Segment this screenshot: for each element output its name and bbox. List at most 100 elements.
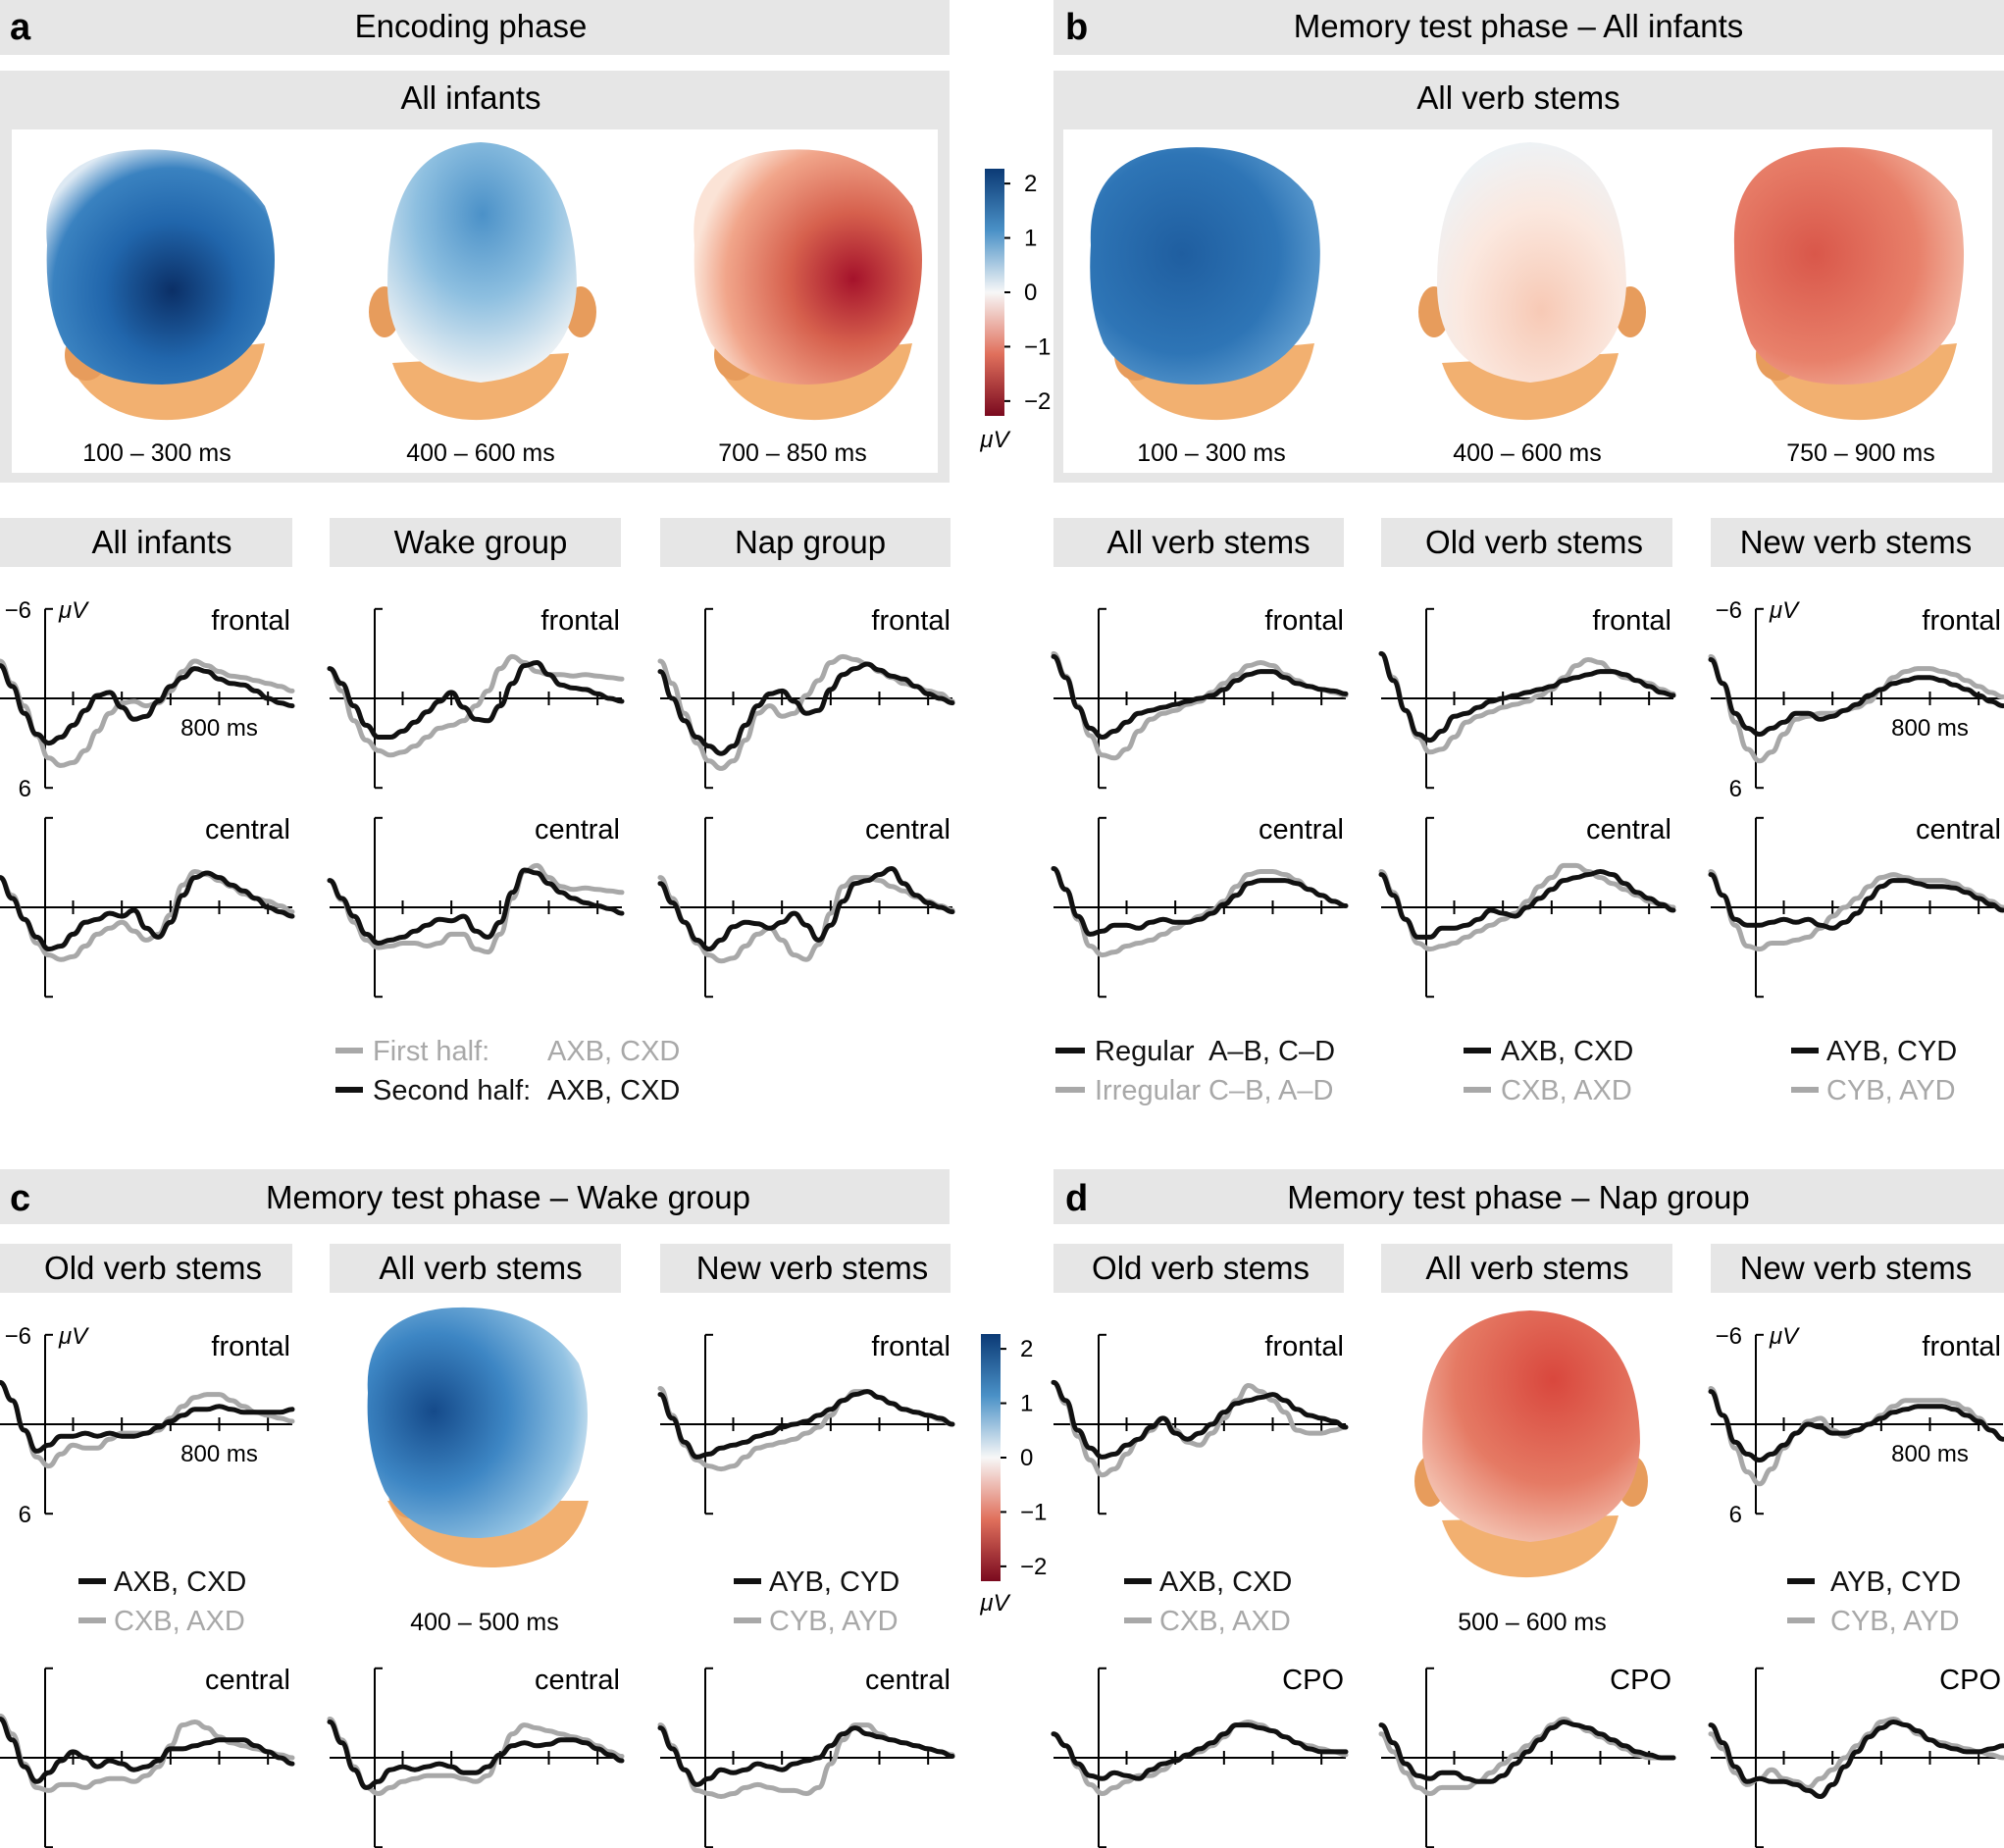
legend-d-new-2: CYB, AYD (1830, 1606, 1960, 1637)
erp-series-line (1051, 866, 1349, 958)
erp-site-label: frontal (871, 1331, 951, 1362)
erp-series-line (1378, 868, 1676, 940)
legend-a-first-value: AXB, CXD (547, 1036, 680, 1067)
erp-series-line (657, 865, 955, 952)
legend-c-old-1: AXB, CXD (114, 1566, 246, 1598)
erp-subplot-c-frontal: frontal (657, 1331, 955, 1515)
erp-site-label: frontal (871, 605, 951, 637)
erp-subplot-b-frontal: frontal −6 6 μV 800 ms (1708, 597, 2004, 802)
topo-c-window: 400 – 500 ms (410, 1609, 559, 1636)
erp-series-line (327, 659, 625, 741)
legend-a: First half: AXB, CXD Second half: AXB, C… (335, 1036, 680, 1106)
legend-c-new-1: AYB, CYD (769, 1566, 899, 1598)
panel-a-letter: a (10, 7, 31, 48)
erp-site-label: central (1586, 814, 1671, 846)
erp-site-label: central (865, 1665, 951, 1696)
erp-series-line (1708, 657, 2004, 738)
erp-subplot-c-central: central (327, 1665, 625, 1848)
erp-subplot-c-central: central (657, 1665, 955, 1848)
legend-d-new: AYB, CYD CYB, AYD (1787, 1566, 1961, 1637)
erp-series-line (1378, 650, 1676, 755)
erp-subplot-b-frontal: frontal (1378, 605, 1676, 790)
erp-subplot-a-frontal: frontal (327, 605, 625, 790)
topo-b2-window: 400 – 600 ms (1453, 439, 1602, 467)
erp-x-marker-label: 800 ms (1891, 715, 1969, 742)
col-header-b-old: Old verb stems (1425, 524, 1643, 560)
erp-y-unit: μV (58, 597, 89, 624)
erp-y-top-label: −6 (5, 1323, 31, 1350)
topo-a1-window: 100 – 300 ms (82, 439, 231, 467)
erp-y-unit: μV (1769, 1323, 1800, 1350)
erp-site-label: central (205, 814, 290, 846)
head-a2 (369, 142, 596, 421)
erp-series-line (1378, 1719, 1676, 1784)
erp-subplot-d-frontal: frontal (1051, 1331, 1349, 1515)
erp-site-label: central (1259, 814, 1344, 846)
erp-series-line (657, 875, 955, 964)
erp-subplot-d-frontal: frontal −6 6 μV 800 ms (1708, 1323, 2004, 1528)
erp-subplot-c-frontal: frontal −6 6 μV 800 ms (0, 1323, 295, 1528)
colorbar-tick-label: −1 (1024, 334, 1051, 360)
erp-series-line (1051, 1722, 1349, 1781)
colorbar-tick-label: 1 (1024, 226, 1037, 252)
erp-subplot-a-central: central (657, 814, 955, 999)
head-b1 (1090, 147, 1320, 421)
panel-b-subtitle: All verb stems (1416, 79, 1619, 116)
col-header-d-old: Old verb stems (1092, 1250, 1310, 1286)
erp-subplot-d-CPO: CPO (1051, 1665, 1349, 1848)
erp-y-bottom-label: 6 (19, 1502, 31, 1528)
erp-subplot-b-central: central (1378, 814, 1676, 999)
col-header-d-all: All verb stems (1425, 1250, 1628, 1286)
erp-series-line (327, 1720, 625, 1790)
topo-a2-window: 400 – 600 ms (406, 439, 555, 467)
erp-subplot-d-CPO: CPO (1708, 1665, 2004, 1848)
erp-subplot-a-frontal: frontal −6 6 μV 800 ms (0, 597, 295, 802)
topo-b1-window: 100 – 300 ms (1137, 439, 1286, 467)
erp-series-line (657, 661, 955, 756)
panel-b-letter: b (1065, 7, 1088, 48)
panel-a-header: a Encoding phase (0, 0, 950, 55)
erp-series-line (1378, 862, 1676, 952)
erp-subplot-a-central: central (0, 814, 295, 999)
colorbar-tick-label: −2 (1024, 388, 1051, 415)
erp-site-label: frontal (1264, 605, 1344, 637)
colorbar-bottom-unit: μV (979, 1590, 1010, 1617)
erp-y-top-label: −6 (1716, 597, 1742, 624)
legend-b-all: Regular A–B, C–D Irregular C–B, A–D (1055, 1036, 1335, 1106)
erp-site-label: CPO (1939, 1665, 2001, 1696)
erp-series-line (0, 868, 295, 962)
legend-b-regular: Regular A–B, C–D (1095, 1036, 1335, 1067)
erp-series-line (1708, 1389, 2004, 1463)
colorbar-tick-label: 2 (1024, 171, 1037, 197)
erp-y-top-label: −6 (5, 597, 31, 624)
panel-c-letter: c (10, 1178, 30, 1219)
erp-site-label: frontal (211, 1331, 290, 1362)
erp-series-line (657, 653, 955, 771)
erp-series-line (0, 1713, 295, 1793)
col-header-b-new: New verb stems (1740, 524, 1973, 560)
legend-c-new-2: CYB, AYD (769, 1606, 899, 1637)
legend-b-new-1: AYB, CYD (1826, 1036, 1957, 1067)
panel-d-header: d Memory test phase – Nap group (1053, 1169, 2004, 1224)
legend-b-old-2: CXB, AXD (1501, 1075, 1632, 1106)
panel-c-header: c Memory test phase – Wake group (0, 1169, 950, 1224)
legend-d-old-2: CXB, AXD (1159, 1606, 1291, 1637)
col-header-b-all: All verb stems (1106, 524, 1310, 560)
col-header-c-new: New verb stems (696, 1250, 929, 1286)
erp-site-label: central (1916, 814, 2001, 846)
colorbar-tick-label: 2 (1020, 1336, 1033, 1362)
erp-site-label: frontal (1264, 1331, 1344, 1362)
col-header-a-nap: Nap group (735, 524, 886, 560)
colorbar-tick-label: 1 (1020, 1391, 1033, 1417)
panel-c-title: Memory test phase – Wake group (266, 1179, 750, 1215)
erp-subplot-d-CPO: CPO (1378, 1665, 1676, 1848)
erp-site-label: central (535, 814, 620, 846)
erp-site-label: frontal (540, 605, 620, 637)
erp-x-marker-label: 800 ms (180, 1441, 258, 1467)
panel-b-header: b Memory test phase – All infants (1053, 0, 2004, 55)
erp-site-label: frontal (211, 605, 290, 637)
erp-site-label: central (865, 814, 951, 846)
col-header-a-all: All infants (91, 524, 231, 560)
legend-d-old: AXB, CXD CXB, AXD (1124, 1566, 1292, 1637)
erp-subplot-a-frontal: frontal (657, 605, 955, 790)
